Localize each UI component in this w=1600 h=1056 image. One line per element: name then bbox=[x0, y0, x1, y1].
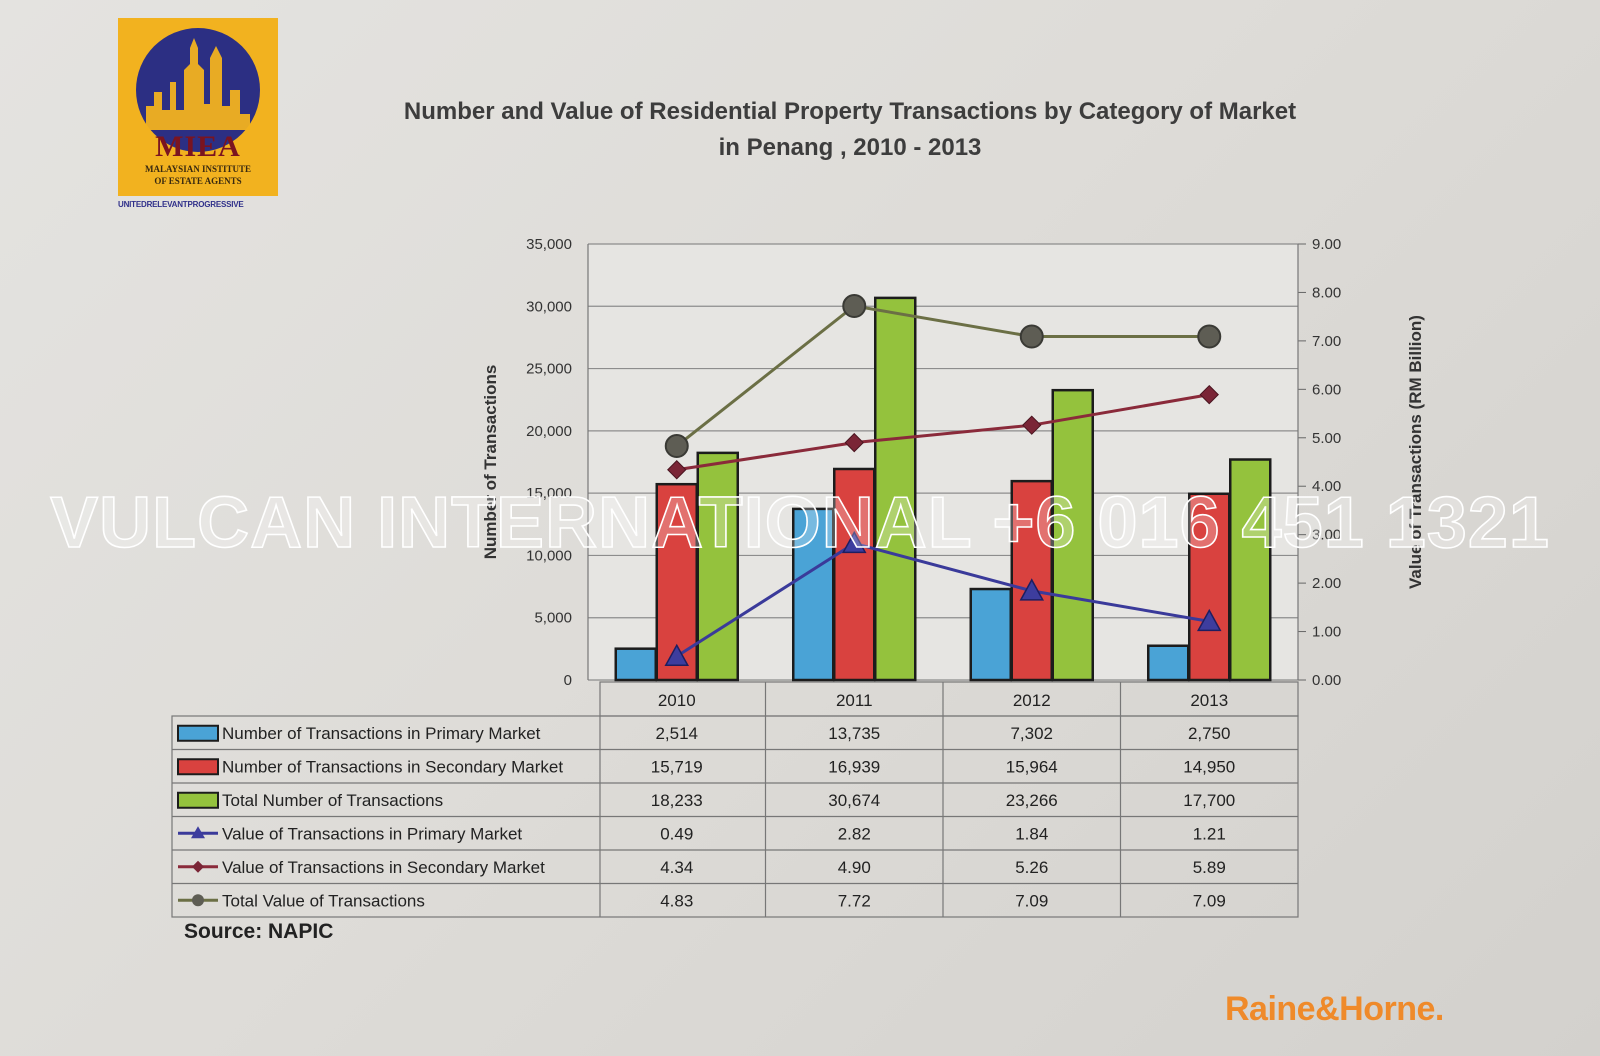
legend-marker bbox=[192, 894, 204, 907]
point-1-2012 bbox=[1019, 578, 1045, 601]
y-tick-label: 30,000 bbox=[526, 298, 572, 315]
series-line-3 bbox=[675, 304, 1210, 448]
y2-axis-title: Value of Transactions (RM Billion) bbox=[1406, 315, 1425, 589]
bar-2-2013 bbox=[1188, 492, 1231, 682]
legend-label-4: Value of Transactions in Primary Market bbox=[222, 824, 522, 843]
y2-tick-label: 9.00 bbox=[1312, 236, 1341, 253]
legend-label-3: Total Number of Transactions bbox=[222, 791, 443, 810]
y2-tick-label: 2.00 bbox=[1312, 575, 1341, 592]
legend-label-6: Total Value of Transactions bbox=[222, 891, 425, 910]
y2-tick-label: 5.00 bbox=[1312, 430, 1341, 447]
data-label-5-2013: 5.89 bbox=[1193, 858, 1226, 877]
bar-3-2011 bbox=[874, 296, 917, 682]
bar-1-2010 bbox=[614, 647, 657, 682]
data-label-1-2012: 7,302 bbox=[1010, 724, 1053, 743]
data-label-2-2013: 14,950 bbox=[1183, 757, 1235, 776]
point-3-2013 bbox=[1197, 324, 1222, 349]
point-2-2011 bbox=[844, 432, 864, 453]
x-tick-label: 2011 bbox=[836, 691, 873, 710]
source-note: Source: NAPIC bbox=[184, 920, 334, 943]
bar-3-2010 bbox=[696, 451, 739, 682]
point-3-2010 bbox=[664, 434, 689, 459]
legend-key-2 bbox=[177, 758, 219, 776]
y-tick-label: 0 bbox=[564, 672, 572, 689]
y-tick-label: 5,000 bbox=[534, 610, 572, 627]
legend-marker bbox=[192, 860, 204, 873]
logo-name-line1: MALAYSIAN INSTITUTE bbox=[145, 164, 251, 174]
point-2-2012 bbox=[1022, 415, 1042, 435]
legend-key-3 bbox=[177, 791, 219, 809]
point-3-2012 bbox=[1019, 324, 1044, 349]
chart-title-block: Number and Value of Residential Property… bbox=[340, 94, 1360, 166]
data-label-3-2012: 23,266 bbox=[1006, 791, 1058, 810]
legend-label-2: Number of Transactions in Secondary Mark… bbox=[222, 757, 563, 776]
data-label-6-2013: 7.09 bbox=[1193, 891, 1226, 910]
logo-name-line2: OF ESTATE AGENTS bbox=[154, 176, 242, 186]
bar-1-2013 bbox=[1147, 644, 1190, 682]
x-tick-label: 2010 bbox=[658, 691, 696, 710]
chart-subtitle: in Penang , 2010 - 2013 bbox=[718, 134, 982, 161]
data-label-4-2012: 1.84 bbox=[1015, 824, 1048, 843]
y2-tick-label: 6.00 bbox=[1312, 381, 1341, 398]
data-label-1-2011: 13,735 bbox=[828, 724, 880, 743]
legend-key-1 bbox=[177, 724, 219, 742]
y2-tick-label: 7.00 bbox=[1312, 333, 1341, 350]
data-label-5-2012: 5.26 bbox=[1015, 858, 1048, 877]
y-tick-label: 25,000 bbox=[526, 361, 572, 378]
y2-tick-label: 0.00 bbox=[1312, 672, 1341, 689]
legend-label-5: Value of Transactions in Secondary Marke… bbox=[222, 858, 545, 877]
point-1-2011 bbox=[841, 530, 867, 554]
miea-logo: MIEA MALAYSIAN INSTITUTE OF ESTATE AGENT… bbox=[118, 18, 278, 196]
data-label-2-2010: 15,719 bbox=[651, 757, 703, 776]
y-tick-label: 35,000 bbox=[526, 236, 572, 253]
legend-marker bbox=[191, 826, 205, 839]
y-axis-title: Number of Transactions bbox=[481, 365, 500, 560]
bar-2-2011 bbox=[833, 467, 876, 682]
data-label-4-2010: 0.49 bbox=[660, 824, 693, 843]
bar-3-2012 bbox=[1051, 388, 1094, 682]
point-1-2013 bbox=[1196, 608, 1222, 632]
raine-horne-logo: Raine&Horne. bbox=[1225, 990, 1444, 1028]
legend-label-1: Number of Transactions in Primary Market bbox=[222, 724, 541, 743]
point-1-2010 bbox=[664, 643, 690, 667]
x-tick-label: 2013 bbox=[1190, 691, 1228, 710]
y2-tick-label: 3.00 bbox=[1312, 527, 1341, 544]
data-label-4-2013: 1.21 bbox=[1193, 824, 1226, 843]
data-label-2-2012: 15,964 bbox=[1006, 757, 1058, 776]
series-line-1 bbox=[675, 541, 1210, 658]
chart-title: Number and Value of Residential Property… bbox=[403, 98, 1297, 125]
data-label-3-2010: 18,233 bbox=[651, 791, 703, 810]
point-2-2013 bbox=[1199, 384, 1219, 405]
data-label-6-2012: 7.09 bbox=[1015, 891, 1048, 910]
series-line-2 bbox=[676, 393, 1210, 472]
y2-tick-label: 4.00 bbox=[1312, 478, 1341, 495]
y2-tick-label: 8.00 bbox=[1312, 284, 1341, 301]
bar-3-2013 bbox=[1229, 458, 1272, 682]
data-label-2-2011: 16,939 bbox=[828, 757, 880, 776]
point-2-2010 bbox=[667, 460, 687, 480]
data-label-3-2011: 30,674 bbox=[828, 791, 880, 810]
y-tick-label: 20,000 bbox=[526, 423, 572, 440]
data-label-3-2013: 17,700 bbox=[1183, 791, 1235, 810]
logo-emblem-icon bbox=[136, 28, 260, 152]
x-tick-label: 2012 bbox=[1013, 691, 1051, 710]
y2-tick-label: 1.00 bbox=[1312, 624, 1341, 641]
data-label-5-2011: 4.90 bbox=[838, 858, 871, 877]
y-tick-label: 10,000 bbox=[526, 547, 572, 564]
bar-1-2011 bbox=[792, 507, 835, 682]
bar-1-2012 bbox=[969, 587, 1012, 682]
data-label-1-2010: 2,514 bbox=[655, 724, 698, 743]
data-label-1-2013: 2,750 bbox=[1188, 724, 1231, 743]
y-tick-label: 15,000 bbox=[526, 485, 572, 502]
point-3-2011 bbox=[842, 294, 867, 319]
data-label-6-2011: 7.72 bbox=[838, 891, 871, 910]
data-label-5-2010: 4.34 bbox=[660, 858, 693, 877]
logo-tagline: UNITEDRELEVANTPROGRESSIVE bbox=[118, 200, 244, 209]
data-label-4-2011: 2.82 bbox=[838, 824, 871, 843]
data-label-6-2010: 4.83 bbox=[660, 891, 693, 910]
logo-brand: MIEA bbox=[155, 130, 241, 163]
